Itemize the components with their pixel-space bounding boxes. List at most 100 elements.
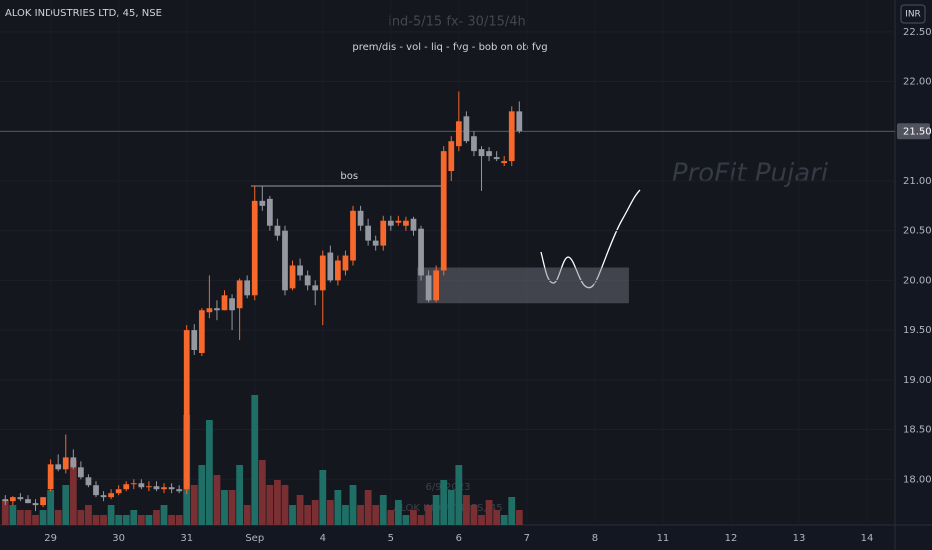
volume-bar bbox=[100, 515, 107, 525]
volume-bar bbox=[115, 515, 123, 525]
volume-bar bbox=[311, 500, 319, 525]
candle-body bbox=[108, 493, 114, 498]
volume-bar bbox=[190, 485, 198, 525]
volume-bar bbox=[228, 490, 236, 525]
candle-body bbox=[463, 116, 470, 142]
candle-body bbox=[387, 220, 394, 226]
candle-body bbox=[251, 200, 258, 296]
volume-bar bbox=[349, 485, 357, 525]
volume-bar bbox=[236, 465, 244, 525]
volume-bar bbox=[137, 515, 145, 525]
x-tick-label: 4 bbox=[320, 533, 326, 544]
x-tick-label: 30 bbox=[112, 533, 125, 544]
candle-body bbox=[206, 308, 213, 313]
candle-body bbox=[266, 198, 273, 226]
volume-bar bbox=[251, 395, 259, 525]
currency[interactable]: INR bbox=[905, 10, 921, 20]
x-tick-label: 11 bbox=[657, 533, 670, 544]
volume-bar bbox=[470, 505, 478, 525]
volume-bar bbox=[24, 510, 32, 525]
bos-label: bos bbox=[340, 171, 358, 182]
volume-bar bbox=[258, 460, 266, 525]
candle-body bbox=[130, 483, 137, 485]
candle-body bbox=[410, 218, 417, 231]
volume-bar bbox=[1, 500, 9, 525]
volume-bar bbox=[342, 505, 349, 525]
candle-body bbox=[78, 467, 84, 478]
candle-body bbox=[440, 151, 447, 271]
volume-bar bbox=[62, 485, 70, 525]
volume-bar bbox=[417, 515, 425, 525]
candle-body bbox=[282, 230, 288, 291]
plot-area bbox=[0, 0, 895, 525]
candle-body bbox=[236, 280, 243, 309]
candle-body bbox=[168, 487, 175, 490]
x-tick-label: 8 bbox=[592, 533, 598, 544]
candle-body bbox=[17, 497, 24, 500]
volume-bar bbox=[493, 510, 501, 525]
volume-bar bbox=[478, 515, 485, 525]
zone-box bbox=[417, 267, 629, 304]
candle-body bbox=[357, 210, 364, 226]
footer-date: 6/9/2023 bbox=[426, 482, 471, 493]
volume-bar bbox=[266, 485, 274, 525]
volume-bar bbox=[9, 505, 17, 525]
candle-body bbox=[161, 487, 167, 490]
volume-bar bbox=[85, 505, 92, 525]
candle-body bbox=[259, 200, 266, 206]
volume-bar bbox=[153, 510, 160, 525]
candle-body bbox=[176, 489, 183, 492]
volume-bar bbox=[289, 505, 296, 525]
candle-body bbox=[85, 477, 92, 486]
drawn-curve bbox=[540, 189, 641, 289]
candle-body bbox=[516, 111, 523, 132]
volume-bar bbox=[175, 515, 183, 525]
volume-bar bbox=[455, 465, 463, 525]
volume-bar bbox=[515, 510, 523, 525]
volume-bar bbox=[372, 505, 380, 525]
candle-body bbox=[403, 220, 409, 226]
candle-body bbox=[471, 136, 477, 152]
candle-body bbox=[486, 151, 492, 157]
volume-bar bbox=[364, 490, 372, 525]
x-tick-label: 14 bbox=[861, 533, 874, 544]
candle-body bbox=[350, 210, 356, 261]
candle-body bbox=[100, 495, 107, 498]
volume-bar bbox=[485, 500, 493, 525]
volume-bar bbox=[319, 470, 327, 525]
candle-body bbox=[244, 280, 251, 296]
y-tick-label: 18.00 bbox=[903, 474, 932, 485]
volume-bar bbox=[425, 505, 433, 525]
indicator-note: prem/dis - vol - liq - fvg - bob on ob f… bbox=[352, 42, 547, 53]
candle-body bbox=[380, 220, 387, 246]
candle-body bbox=[433, 270, 440, 301]
candle-body bbox=[183, 330, 190, 490]
volume-bar bbox=[145, 515, 153, 525]
volume-bar bbox=[130, 510, 138, 525]
volume-bar bbox=[221, 490, 228, 525]
candle-body bbox=[70, 457, 77, 468]
volume-bar bbox=[213, 475, 221, 525]
candle-body bbox=[335, 260, 341, 281]
x-tick-label: 6 bbox=[456, 533, 462, 544]
volume-bar bbox=[69, 460, 77, 525]
candle-body bbox=[214, 308, 220, 311]
volume-bar bbox=[122, 515, 130, 525]
currency-box[interactable] bbox=[900, 4, 926, 24]
watermark: ProFit Pujari bbox=[672, 159, 829, 189]
candle-body bbox=[153, 486, 160, 490]
candle-body bbox=[501, 161, 508, 164]
candle-body bbox=[448, 141, 455, 172]
y-tick-label: 20.00 bbox=[903, 275, 932, 286]
last-price-tag bbox=[897, 123, 930, 140]
x-tick-label: 31 bbox=[180, 533, 193, 544]
subtitle: ind-5/15 fx- 30/15/4h bbox=[388, 15, 526, 30]
y-tick-label: 19.50 bbox=[903, 325, 932, 336]
volume-bar bbox=[334, 490, 342, 525]
volume-bar bbox=[500, 515, 508, 525]
candle-body bbox=[342, 255, 349, 271]
candle-body bbox=[304, 275, 311, 286]
x-tick-label: 13 bbox=[793, 533, 806, 544]
candle-body bbox=[508, 111, 515, 162]
candle-body bbox=[62, 457, 69, 470]
